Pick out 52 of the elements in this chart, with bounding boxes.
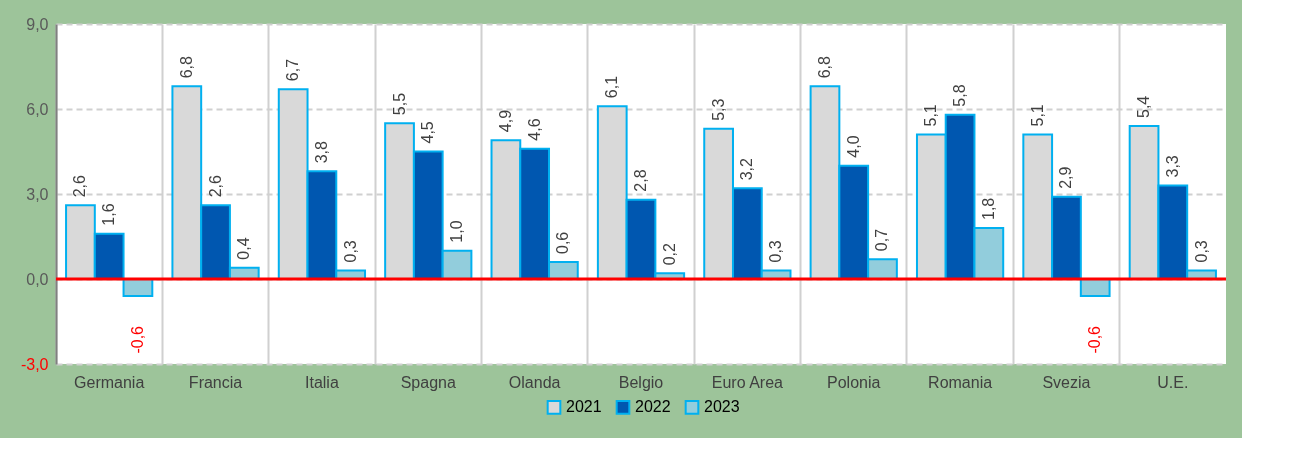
data-label: -0,6 [1086,325,1104,354]
data-label: 3,8 [312,140,330,164]
data-label: 6,8 [177,55,195,79]
data-label: 0,3 [341,240,359,263]
data-label: 0,4 [235,237,253,260]
y-tick-label: 3,0 [26,185,49,203]
data-label: 1,0 [448,220,466,243]
data-label: 0,3 [1192,240,1210,263]
data-label: 6,7 [284,58,302,82]
data-label: 0,7 [873,228,891,252]
data-label: 0,2 [660,242,678,266]
data-label: 3,3 [1163,155,1181,178]
data-label: 2,6 [71,174,89,198]
x-tick-label: U.E. [1157,373,1189,391]
data-label: 5,4 [1135,95,1153,118]
x-tick-label: Germania [74,373,145,391]
x-tick-label: Euro Area [711,373,784,391]
data-label: 4,5 [419,121,437,144]
data-label: 1,8 [979,197,997,220]
y-tick-label: 9,0 [26,15,49,33]
data-label: 2,8 [632,169,649,192]
data-label: 5,5 [390,92,408,116]
x-tick-label: Spagna [400,373,456,391]
data-label: 6,8 [815,55,833,79]
x-tick-label: Belgio [618,373,664,391]
legend-label: 2022 [635,398,671,416]
x-tick-label: Polonia [827,373,881,391]
x-tick-label: Italia [305,373,339,391]
data-label: 2,9 [1057,166,1075,189]
data-label: 3,2 [738,157,756,181]
data-label: 6,1 [603,75,621,99]
x-tick-label: Romania [928,373,993,391]
x-tick-label: Olanda [508,373,561,391]
data-label: 4,6 [525,118,543,141]
x-tick-label: Francia [188,373,243,391]
data-label: 5,1 [922,104,940,127]
legend-label: 2023 [704,398,740,416]
data-label: 5,1 [1028,104,1046,127]
data-label: 1,6 [100,203,118,226]
data-label: 2,6 [206,174,224,198]
legend-label: 2021 [566,398,602,416]
data-label: -0,6 [128,325,146,354]
data-label: 0,6 [554,231,572,254]
y-tick-label: 6,0 [26,100,49,118]
y-tick-label: -3,0 [20,355,49,373]
x-tick-label: Svezia [1042,373,1091,391]
data-label: 5,8 [951,84,969,107]
data-label: 4,9 [496,109,514,133]
data-label: 5,3 [709,98,727,121]
y-tick-label: 0,0 [26,270,49,288]
data-label: 4,0 [844,135,862,158]
data-label: 0,3 [767,240,785,263]
